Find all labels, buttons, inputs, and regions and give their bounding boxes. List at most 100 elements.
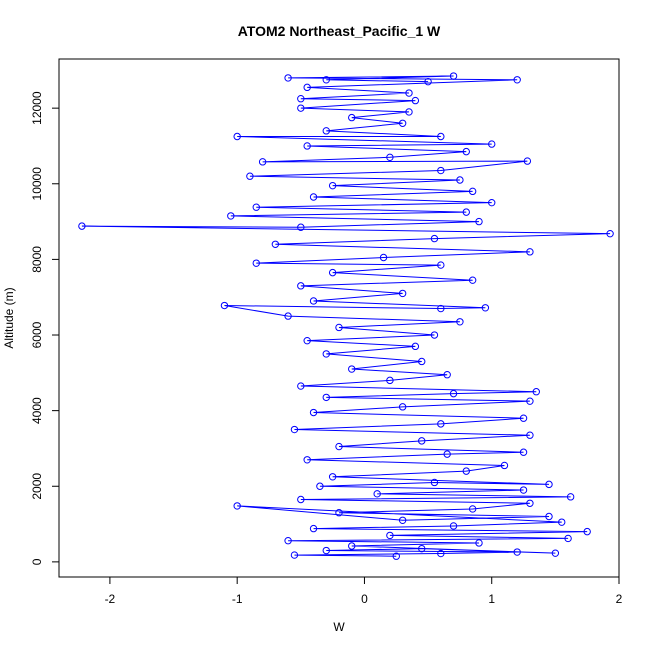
data-point [297,223,305,231]
x-tick-label: -2 [105,592,116,606]
data-point [443,371,451,379]
data-point [284,537,292,545]
series-line [81,75,611,557]
data-point [564,534,572,543]
data-point [328,181,337,190]
data-point [468,505,477,513]
data-point [449,522,458,530]
data-point [398,119,407,127]
data-point [322,127,330,135]
data-point [290,425,299,434]
data-point [513,76,521,84]
data-point [606,229,614,238]
data-point [519,486,528,494]
data-point [398,403,407,411]
y-tick-label: 2000 [30,473,44,500]
data-point [309,524,318,533]
data-point [348,113,356,122]
data-point [468,276,477,284]
data-point [437,132,445,141]
data-point [558,518,566,526]
data-point [233,132,241,141]
data-point [297,282,305,290]
data-point [290,551,299,559]
y-tick-label: 4000 [30,397,44,424]
data-point [398,516,407,524]
data-point [418,544,426,553]
data-point [411,342,420,351]
data-point [462,208,470,216]
data-point [297,104,305,112]
data-point [583,527,591,536]
data-point [545,512,553,521]
data-point [411,96,420,105]
data-point [456,318,464,326]
data-point [430,234,439,243]
data-point [481,304,490,312]
data-point [303,456,311,464]
data-point [519,448,528,456]
plot-area [78,72,614,560]
y-tick-label: 10000 [30,167,44,201]
data-point [437,549,445,558]
data-point [405,108,413,116]
x-tick-label: -1 [232,592,243,606]
data-point [424,77,432,86]
data-point [449,389,458,398]
x-axis-label: W [333,620,345,634]
data-point [468,187,477,196]
data-point [526,499,534,507]
data-point [303,142,311,150]
data-point [430,478,439,487]
data-point [523,157,532,165]
data-point [309,297,318,305]
data-point [500,461,509,470]
data-point [271,240,280,248]
y-axis: 0 2000 4000 6000 8000 10000 12000 [30,91,60,565]
data-point [348,542,356,550]
y-tick-label: 12000 [30,91,44,125]
data-point [545,480,553,489]
x-tick-label: 0 [361,592,368,606]
data-point [488,198,496,207]
data-point [322,546,330,555]
data-point [449,72,458,80]
data-point [405,89,413,97]
data-point [437,166,445,175]
data-point [398,289,407,298]
x-axis: -2 -1 0 1 2 [105,576,623,606]
data-point [488,140,496,148]
data-point [437,304,445,313]
data-point [566,493,575,501]
data-point [297,95,305,103]
data-point [379,253,388,262]
data-point [322,393,330,402]
data-point [462,467,470,475]
data-point [386,153,394,162]
data-point [437,261,445,269]
data-point [322,76,330,84]
data-point [513,548,521,556]
data-point [322,350,330,358]
data-point [526,431,534,439]
x-tick-label: 2 [616,592,623,606]
x-tick-label: 1 [488,592,495,606]
data-point [309,408,318,417]
data-point [462,147,470,156]
data-point [297,495,305,504]
data-point [551,549,560,557]
data-point [437,420,445,428]
y-tick-label: 0 [30,558,44,565]
data-point [526,248,534,256]
data-point [328,473,337,481]
data-point [303,83,311,92]
data-point [303,336,311,345]
data-point [526,397,534,405]
data-point [246,172,254,180]
data-point [309,193,318,201]
data-point [335,323,343,332]
data-point [328,268,337,277]
data-point [297,382,305,390]
data-point [220,301,229,310]
chart-title: ATOM2 Northeast_Pacific_1 W [238,23,441,39]
